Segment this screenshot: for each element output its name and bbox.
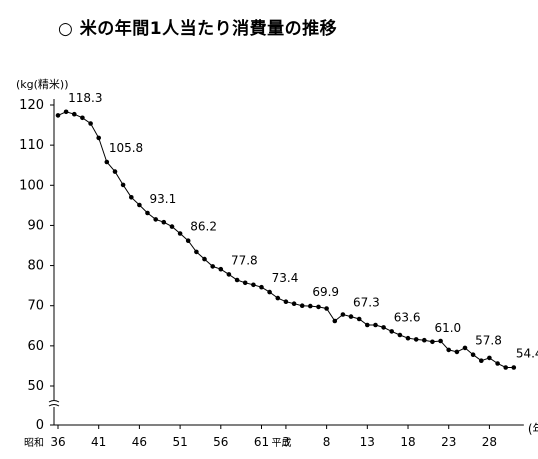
- x-era-label: 昭和: [24, 437, 44, 449]
- data-point: [104, 159, 110, 165]
- data-point: [177, 231, 183, 236]
- data-point: [259, 284, 264, 290]
- x-era-label: 平成: [272, 437, 292, 449]
- y-axis-label: (kg(精米)): [16, 78, 69, 91]
- data-point: [242, 280, 248, 286]
- x-tick-label: 41: [91, 435, 106, 449]
- x-tick-label: 8: [323, 435, 331, 449]
- data-point: [80, 115, 85, 121]
- data-point: [438, 338, 443, 344]
- x-tick-label: 18: [400, 435, 415, 449]
- data-label: 105.8: [109, 141, 143, 155]
- x-tick-label: 23: [441, 435, 456, 449]
- x-tick-label: 36: [50, 435, 65, 449]
- x-axis-label: (年): [528, 422, 538, 436]
- data-label: 57.8: [475, 334, 502, 348]
- y-tick-label: 110: [19, 138, 44, 153]
- data-point: [413, 337, 419, 342]
- y-tick-label: 100: [19, 178, 44, 193]
- data-point: [129, 195, 134, 200]
- data-label: 54.4: [516, 347, 538, 361]
- data-label: 86.2: [190, 220, 217, 234]
- data-point: [218, 266, 224, 272]
- data-point: [430, 339, 435, 345]
- x-tick-label: 56: [213, 435, 228, 449]
- data-point: [495, 361, 500, 366]
- data-label: 93.1: [150, 192, 177, 206]
- x-tick-label: 3: [282, 435, 290, 449]
- data-label: 67.3: [353, 296, 380, 310]
- data-point: [365, 322, 370, 328]
- data-point: [381, 325, 386, 330]
- data-point: [169, 224, 175, 229]
- data-point: [283, 299, 289, 305]
- y-tick-label: 0: [36, 418, 44, 433]
- axis-break-mark: [48, 400, 60, 403]
- data-point: [299, 303, 305, 309]
- data-point: [422, 337, 427, 343]
- data-label: 73.4: [272, 271, 299, 285]
- data-label: 77.8: [231, 253, 258, 267]
- x-tick-label: 46: [132, 435, 147, 449]
- data-point: [511, 365, 517, 370]
- data-point: [210, 264, 215, 269]
- data-point: [356, 316, 362, 322]
- data-point: [112, 169, 118, 174]
- y-tick-label: 120: [19, 98, 44, 113]
- data-point: [202, 256, 207, 262]
- data-point: [389, 329, 395, 334]
- data-point: [234, 277, 240, 283]
- data-label: 61.0: [434, 321, 461, 335]
- data-point: [462, 345, 468, 351]
- data-point: [291, 301, 297, 307]
- data-point: [487, 355, 492, 361]
- data-point: [397, 332, 403, 338]
- data-point: [120, 182, 126, 188]
- data-label: 118.3: [68, 91, 102, 105]
- data-point: [405, 335, 411, 341]
- x-tick-label: 51: [172, 435, 187, 449]
- data-point: [454, 349, 460, 355]
- y-tick-label: 60: [27, 339, 44, 354]
- data-point: [324, 306, 329, 311]
- data-point: [373, 322, 378, 328]
- data-point: [55, 113, 61, 118]
- x-tick-label: 61: [254, 435, 269, 449]
- data-point: [308, 303, 313, 309]
- x-tick-label: 28: [482, 435, 497, 449]
- y-tick-label: 70: [27, 299, 44, 314]
- chart-title: ○ 米の年間1人当たり消費量の推移: [58, 19, 338, 39]
- y-tick-label: 80: [27, 259, 44, 274]
- data-point: [316, 304, 321, 310]
- data-point: [332, 318, 338, 324]
- data-point: [340, 312, 346, 317]
- y-tick-label: 90: [27, 218, 44, 233]
- data-point: [275, 295, 281, 301]
- x-tick-label: 13: [360, 435, 375, 449]
- data-point: [88, 121, 93, 126]
- data-point: [470, 352, 476, 358]
- data-point: [479, 358, 484, 364]
- data-point: [137, 202, 142, 208]
- data-point: [348, 314, 354, 319]
- data-point: [161, 219, 167, 225]
- data-point: [153, 217, 158, 222]
- data-point: [503, 365, 509, 370]
- y-tick-label: 50: [27, 379, 44, 394]
- data-point: [72, 111, 77, 117]
- data-point: [185, 238, 191, 243]
- data-point: [446, 347, 452, 353]
- data-point: [63, 109, 69, 115]
- data-label: 69.9: [312, 285, 339, 299]
- data-point: [145, 210, 150, 216]
- data-label: 63.6: [394, 310, 421, 324]
- data-point: [96, 135, 101, 141]
- data-point: [251, 282, 256, 288]
- data-point: [267, 289, 272, 295]
- data-point: [194, 249, 199, 255]
- axis-break-mark: [48, 404, 60, 407]
- data-point: [226, 272, 232, 277]
